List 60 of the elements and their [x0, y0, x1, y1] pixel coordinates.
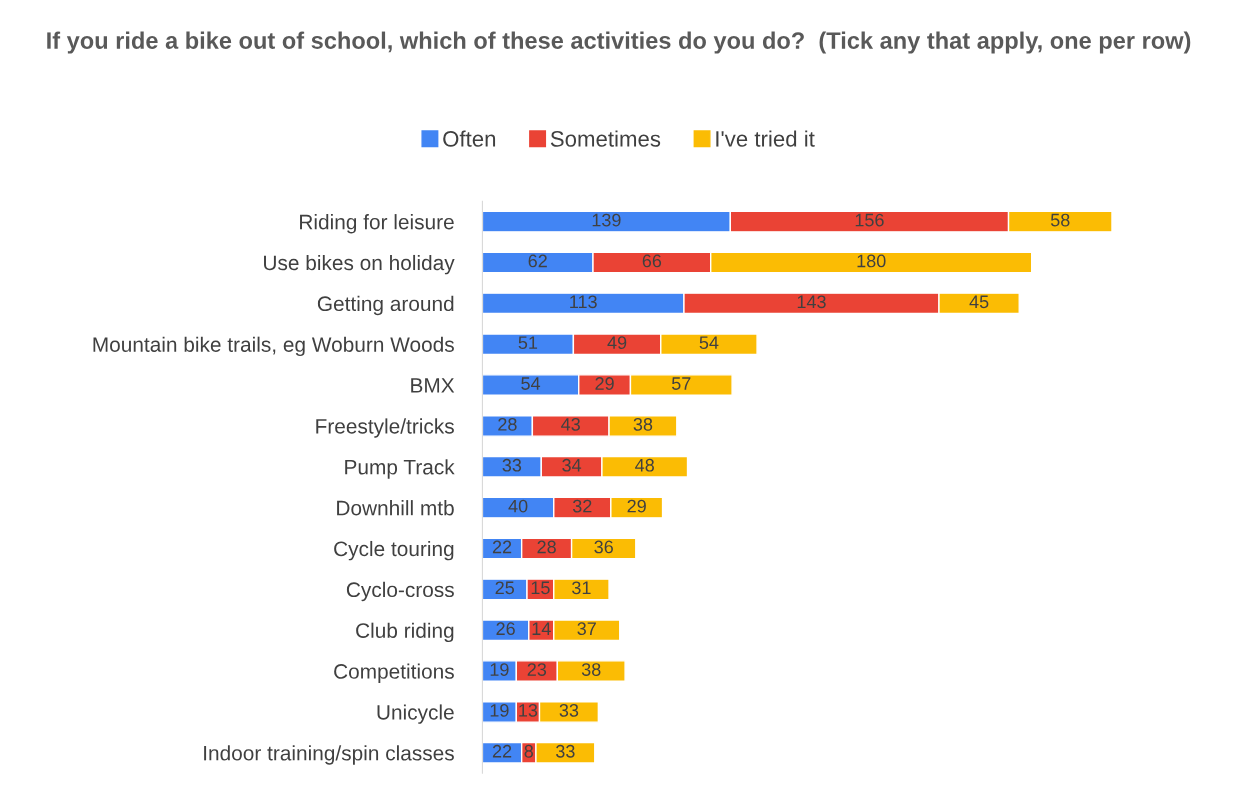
data-label: 28	[498, 417, 517, 431]
data-label: 180	[857, 254, 886, 268]
data-label: 25	[495, 581, 515, 595]
data-label: 13	[519, 703, 538, 717]
data-label: 28	[537, 540, 556, 554]
data-label: 38	[581, 663, 601, 676]
data-label: 58	[1050, 213, 1070, 227]
data-label: 32	[572, 499, 592, 513]
data-label: 22	[492, 540, 512, 554]
data-label: 38	[633, 417, 653, 431]
y-tick-label: Downhill mtb	[337, 500, 454, 516]
data-label: 15	[531, 581, 550, 595]
data-label: 62	[528, 254, 547, 268]
y-tick-label: Riding for leisure	[300, 214, 454, 234]
data-label: 139	[592, 213, 621, 227]
data-label: 33	[556, 744, 575, 758]
data-label: 43	[561, 417, 580, 431]
legend-label: I've tried it	[716, 130, 815, 147]
data-label: 54	[699, 336, 719, 350]
y-tick-label: Cyclo-cross	[346, 581, 454, 602]
data-label: 45	[969, 295, 989, 309]
legend-label: Sometimes	[550, 130, 661, 147]
data-label: 33	[559, 703, 579, 717]
data-label: 66	[642, 254, 662, 268]
data-label: 36	[594, 540, 613, 554]
data-label: 31	[572, 581, 591, 595]
data-label: 143	[797, 295, 826, 309]
y-tick-label: Getting around	[317, 295, 454, 316]
data-label: 34	[562, 458, 582, 472]
y-tick-label: Use bikes on holiday	[264, 254, 455, 275]
data-label: 49	[607, 336, 627, 350]
y-tick-label: Competitions	[334, 663, 454, 683]
data-label: 33	[502, 458, 522, 472]
data-label: 48	[635, 458, 654, 472]
data-label: 22	[492, 744, 512, 758]
data-label: 14	[532, 622, 551, 635]
data-label: 23	[527, 663, 547, 676]
data-label: 26	[496, 622, 515, 636]
data-label: 51	[518, 336, 538, 350]
data-label: 156	[855, 213, 884, 227]
y-tick-label: Mountain bike trails, eg Woburn Woods	[93, 336, 454, 357]
data-label: 8	[524, 744, 534, 758]
data-label: 19	[490, 663, 509, 676]
y-tick-label: Cycle touring	[334, 540, 454, 561]
data-label: 113	[570, 295, 597, 309]
y-tick-label: Pump Track	[345, 459, 455, 479]
data-label: 37	[577, 622, 596, 636]
y-tick-label: Club riding	[356, 622, 454, 643]
data-label: 29	[595, 377, 614, 390]
data-label: 19	[490, 703, 509, 717]
y-tick-label: Freestyle/tricks	[316, 418, 454, 438]
y-tick-label: Indoor training/spin classes	[204, 745, 454, 765]
legend-label: Often	[443, 130, 496, 147]
y-tick-label: BMX	[411, 378, 455, 393]
data-label: 57	[671, 377, 691, 390]
data-label: 40	[508, 499, 528, 513]
data-label: 29	[627, 499, 646, 513]
chart-title: If you ride a bike out of school, which of these activities do you do? (Tick any that apply, one per row)	[47, 31, 1191, 54]
data-label: 54	[521, 377, 541, 390]
y-tick-label: Unicycle	[377, 704, 454, 724]
